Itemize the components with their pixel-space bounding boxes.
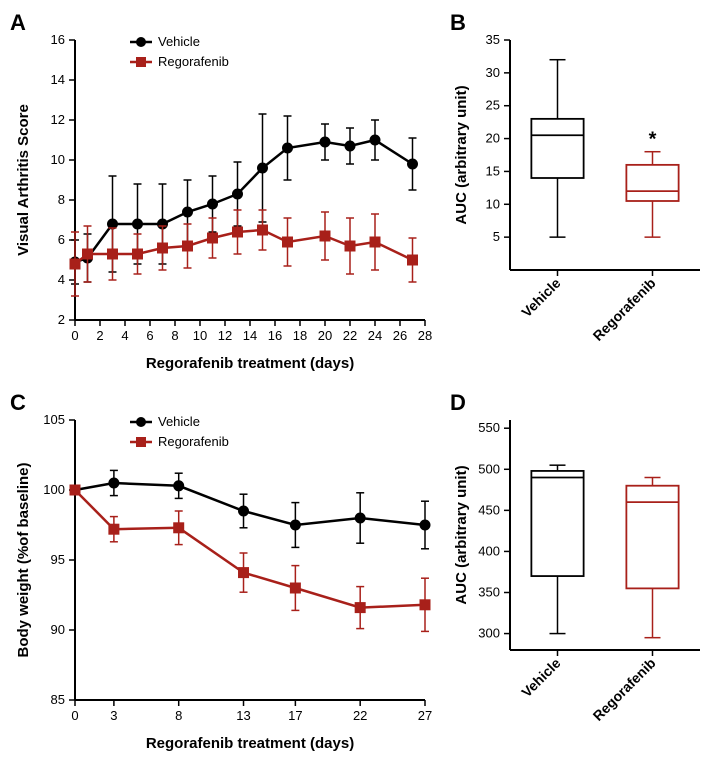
svg-text:27: 27 (418, 708, 432, 723)
svg-text:300: 300 (478, 626, 500, 641)
svg-text:Regorafenib treatment (days): Regorafenib treatment (days) (146, 735, 354, 752)
svg-text:15: 15 (486, 163, 500, 178)
svg-text:4: 4 (121, 328, 128, 343)
svg-text:10: 10 (193, 328, 207, 343)
svg-text:6: 6 (146, 328, 153, 343)
panel-b-chart: 5 10 15 20 25 30 35 AUC (arbitrary unit) Vehicle… (450, 10, 709, 380)
panel-a-label: A (10, 10, 26, 36)
panel-c-chart: 0 3 8 13 17 22 27 85 90 95 100 105 Regorafenib treat… (10, 390, 440, 760)
svg-text:26: 26 (393, 328, 407, 343)
svg-text:8: 8 (171, 328, 178, 343)
svg-text:10: 10 (51, 152, 65, 167)
svg-text:0: 0 (71, 708, 78, 723)
svg-text:450: 450 (478, 502, 500, 517)
svg-text:20: 20 (486, 131, 500, 146)
svg-text:16: 16 (268, 328, 282, 343)
svg-text:17: 17 (288, 708, 302, 723)
svg-text:8: 8 (58, 192, 65, 207)
svg-text:Vehicle: Vehicle (158, 414, 200, 429)
panel-b-label: B (450, 10, 466, 36)
svg-text:2: 2 (96, 328, 103, 343)
svg-text:*: * (649, 129, 657, 151)
svg-text:500: 500 (478, 461, 500, 476)
svg-text:AUC (arbitrary unit): AUC (arbitrary unit) (453, 465, 470, 604)
svg-text:Visual Arthritis Score: Visual Arthritis Score (15, 104, 32, 256)
svg-text:8: 8 (175, 708, 182, 723)
svg-text:Vehicle: Vehicle (518, 655, 564, 701)
svg-text:16: 16 (51, 32, 65, 47)
svg-text:14: 14 (51, 72, 65, 87)
svg-text:12: 12 (51, 112, 65, 127)
panel-b: B 5 10 15 20 25 30 35 AUC (arbitrary unit) Vehic… (450, 10, 709, 380)
svg-text:Vehicle: Vehicle (518, 275, 564, 321)
svg-text:20: 20 (318, 328, 332, 343)
svg-text:3: 3 (110, 708, 117, 723)
svg-text:Regorafenib treatment (days): Regorafenib treatment (days) (146, 355, 354, 372)
svg-text:105: 105 (43, 412, 65, 427)
svg-text:4: 4 (58, 272, 65, 287)
svg-text:AUC (arbitrary unit): AUC (arbitrary unit) (453, 85, 470, 224)
panel-d: D 300 350 400 450 500 550 AUC (arbitrary unit)… (450, 390, 709, 760)
svg-text:22: 22 (353, 708, 367, 723)
svg-text:35: 35 (486, 32, 500, 47)
panel-c: C 0 3 8 13 17 22 27 85 90 95 100 105 Regorafenib tre… (10, 390, 440, 760)
svg-text:350: 350 (478, 585, 500, 600)
svg-text:90: 90 (51, 622, 65, 637)
svg-text:10: 10 (486, 196, 500, 211)
svg-text:13: 13 (236, 708, 250, 723)
svg-text:12: 12 (218, 328, 232, 343)
panel-c-label: C (10, 390, 26, 416)
panel-d-chart: 300 350 400 450 500 550 AUC (arbitrary unit) Ve… (450, 390, 709, 760)
svg-text:2: 2 (58, 312, 65, 327)
svg-text:22: 22 (343, 328, 357, 343)
svg-text:0: 0 (71, 328, 78, 343)
svg-text:550: 550 (478, 420, 500, 435)
svg-text:30: 30 (486, 65, 500, 80)
svg-text:Regorafenib: Regorafenib (590, 655, 659, 724)
svg-text:100: 100 (43, 482, 65, 497)
svg-text:Body weight (%of baseline): Body weight (%of baseline) (15, 462, 32, 657)
svg-text:Regorafenib: Regorafenib (158, 434, 229, 449)
svg-text:Regorafenib: Regorafenib (158, 54, 229, 69)
svg-text:14: 14 (243, 328, 257, 343)
panel-d-label: D (450, 390, 466, 416)
svg-text:95: 95 (51, 552, 65, 567)
svg-text:400: 400 (478, 543, 500, 558)
svg-text:Regorafenib: Regorafenib (590, 275, 659, 344)
svg-text:28: 28 (418, 328, 432, 343)
svg-text:25: 25 (486, 98, 500, 113)
panel-a: A 0246810121416182022242628246810121416R… (10, 10, 440, 380)
svg-text:85: 85 (51, 692, 65, 707)
svg-text:24: 24 (368, 328, 382, 343)
svg-text:18: 18 (293, 328, 307, 343)
figure-grid: A 0246810121416182022242628246810121416R… (10, 10, 699, 760)
svg-text:Vehicle: Vehicle (158, 34, 200, 49)
panel-a-chart: 0246810121416182022242628246810121416Reg… (10, 10, 440, 380)
svg-text:5: 5 (493, 229, 500, 244)
svg-text:6: 6 (58, 232, 65, 247)
